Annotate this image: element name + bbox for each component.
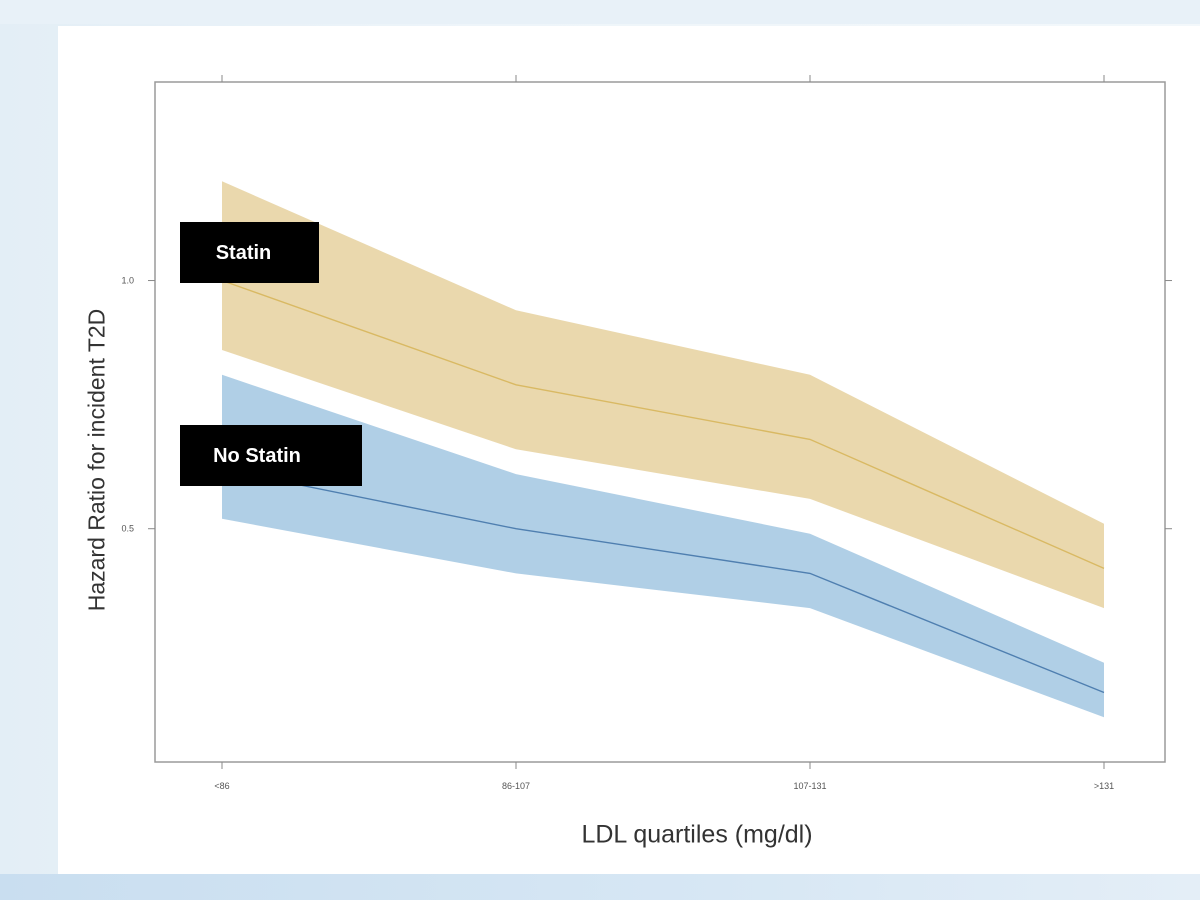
- no-statin-ci-band: [222, 374, 1104, 718]
- x-tick-label: 107-131: [793, 781, 826, 791]
- y-tick-label: 0.5: [121, 524, 134, 534]
- y-axis-title: Hazard Ratio for incident T2D: [83, 308, 110, 612]
- statin-line: [221, 279, 1105, 570]
- statin-label: Statin: [180, 222, 319, 283]
- slide-top-strip: [0, 0, 1200, 24]
- slide-bottom-strip: [0, 874, 1200, 900]
- x-tick-label: >131: [1094, 781, 1114, 791]
- x-tick-label: <86: [214, 781, 229, 791]
- y-tick-label: 1.0: [121, 276, 134, 286]
- statin-ci-band: [222, 181, 1104, 609]
- no-statin-label: No Statin: [180, 425, 362, 486]
- no-statin-line: [221, 468, 1105, 694]
- x-axis-title: LDL quartiles (mg/dl): [581, 820, 813, 849]
- x-tick-label: 86-107: [502, 781, 530, 791]
